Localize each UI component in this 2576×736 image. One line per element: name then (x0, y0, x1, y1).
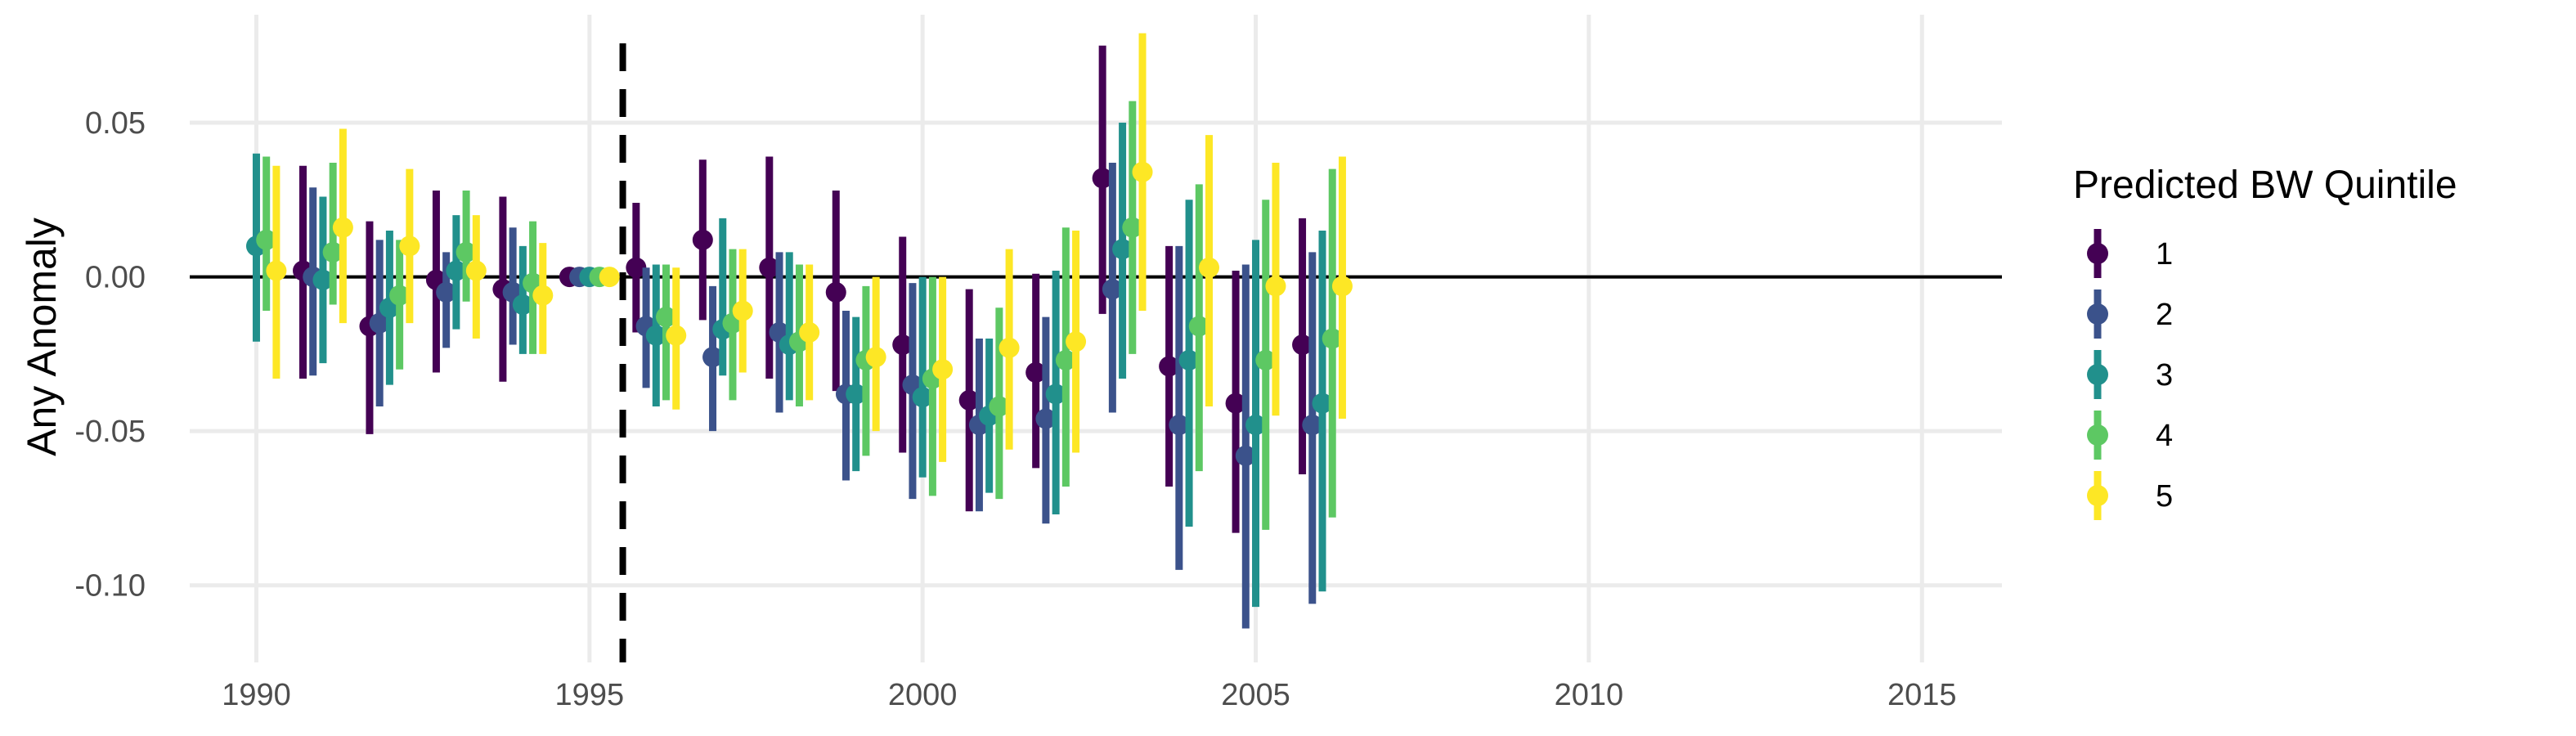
y-tick-label: 0.05 (85, 106, 146, 141)
estimate-point (1235, 445, 1256, 466)
grid (190, 15, 2002, 662)
estimate-point (1159, 356, 1180, 377)
estimate-point (312, 269, 334, 290)
estimate-point (912, 387, 933, 408)
estimate-point (989, 396, 1010, 417)
estimate-point (446, 260, 467, 281)
estimate-point (256, 229, 277, 250)
estimate-point (999, 337, 1020, 358)
legend-label: 2 (2156, 298, 2173, 332)
x-axis-ticks: 1990 1995 2000 2005 2010 2015 (222, 678, 1956, 712)
x-tick-label: 1995 (555, 678, 625, 712)
estimate-point (1112, 239, 1133, 260)
estimate-point (1122, 217, 1143, 238)
legend: Predicted BW Quintile 1 2 3 4 5 (2073, 164, 2457, 520)
estimate-point (1302, 415, 1323, 436)
estimate-point (1092, 168, 1113, 189)
estimate-point (322, 241, 343, 263)
y-axis-ticks: 0.05 0.00 -0.05 -0.10 (74, 106, 146, 604)
estimate-point (702, 347, 724, 368)
estimate-point (1178, 349, 1200, 370)
legend-item-1: 1 (2087, 229, 2173, 278)
estimate-point (732, 300, 753, 321)
estimate-point (1025, 361, 1047, 383)
estimate-point (389, 285, 411, 306)
data-series (245, 33, 1353, 629)
estimate-point (932, 359, 954, 380)
estimate-point (645, 325, 666, 346)
estimate-point (1199, 257, 1219, 278)
estimate-point (958, 389, 980, 411)
y-axis-title: Any Anomaly (19, 218, 65, 456)
estimate-point (1066, 331, 1087, 352)
estimate-point (1331, 276, 1353, 297)
legend-item-3: 3 (2087, 350, 2173, 399)
legend-label: 4 (2156, 419, 2173, 453)
series-5 (266, 33, 1353, 462)
estimate-point (1169, 415, 1190, 436)
x-tick-label: 1990 (222, 678, 291, 712)
estimate-point (692, 229, 713, 250)
legend-item-2: 2 (2087, 289, 2173, 339)
reference-lines (190, 43, 2002, 662)
estimate-point (1102, 279, 1123, 300)
estimate-point (369, 312, 390, 334)
estimate-point (532, 285, 554, 306)
estimate-point (1045, 384, 1066, 405)
estimate-point (456, 241, 477, 263)
estimate-point (1188, 316, 1209, 337)
legend-item-5: 5 (2087, 471, 2173, 520)
estimate-point (825, 281, 846, 303)
estimate-point (799, 321, 820, 343)
estimate-point (1132, 161, 1153, 182)
legend-label: 3 (2156, 358, 2173, 393)
estimate-point (332, 217, 353, 238)
estimate-point (1322, 328, 1343, 349)
estimate-point (512, 294, 533, 316)
estimate-point (1035, 408, 1057, 429)
estimate-point (436, 281, 457, 303)
estimate-point (892, 334, 913, 356)
estimate-point (1255, 349, 1277, 370)
legend-key-point (2087, 364, 2108, 385)
series-3 (245, 123, 1333, 608)
legend-key-point (2087, 424, 2108, 446)
legend-title: Predicted BW Quintile (2073, 164, 2457, 207)
estimate-point (1265, 276, 1286, 297)
series-2 (303, 163, 1323, 629)
series-1 (293, 45, 1313, 533)
estimate-point (599, 267, 620, 288)
estimate-point (865, 347, 886, 368)
estimate-point (266, 260, 287, 281)
estimate-point (666, 325, 687, 346)
legend-label: 5 (2156, 479, 2173, 514)
y-tick-label: 0.00 (85, 261, 146, 295)
x-tick-label: 2010 (1555, 678, 1624, 712)
x-tick-label: 2015 (1887, 678, 1957, 712)
estimate-point (626, 257, 647, 278)
y-tick-label: -0.10 (74, 569, 146, 604)
estimate-point (399, 236, 420, 257)
estimate-point (1225, 393, 1246, 414)
series-4 (256, 101, 1343, 530)
estimate-point (1245, 415, 1267, 436)
estimate-point (1312, 393, 1333, 414)
x-tick-label: 2000 (888, 678, 958, 712)
estimate-point (465, 260, 487, 281)
estimate-point (1055, 349, 1076, 370)
estimate-point (1292, 334, 1313, 356)
legend-key-point (2087, 303, 2108, 325)
x-tick-label: 2005 (1221, 678, 1290, 712)
legend-key-point (2087, 243, 2108, 264)
y-tick-label: -0.05 (74, 415, 146, 449)
estimate-point (759, 257, 780, 278)
estimate-point (656, 307, 677, 328)
legend-key-point (2087, 485, 2108, 506)
legend-label: 1 (2156, 237, 2173, 272)
legend-items: 1 2 3 4 5 (2087, 229, 2173, 520)
legend-item-4: 4 (2087, 411, 2173, 460)
estimate-point (846, 384, 867, 405)
